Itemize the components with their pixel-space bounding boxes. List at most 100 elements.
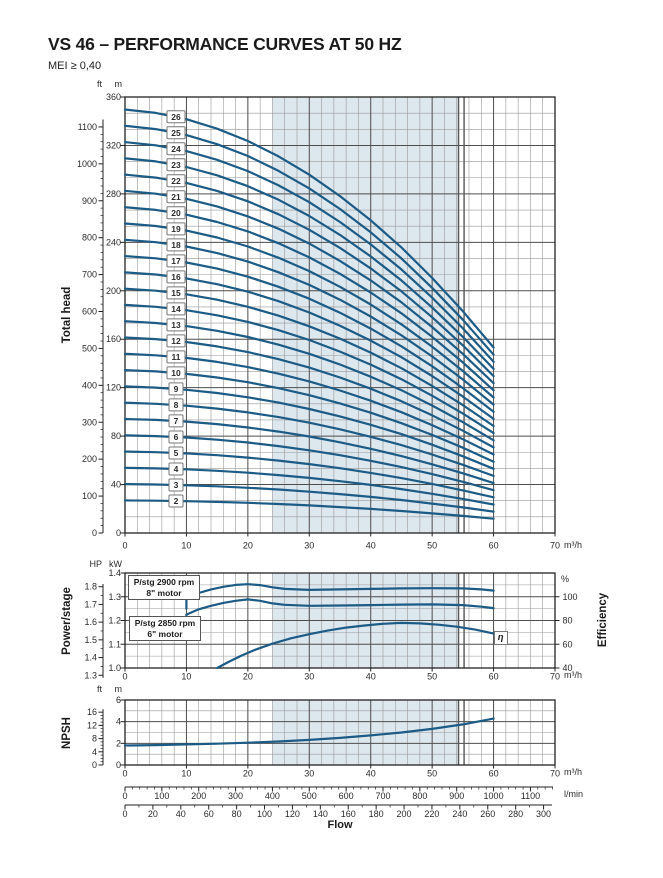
svg-text:1100: 1100 xyxy=(78,122,97,132)
svg-text:80: 80 xyxy=(111,431,121,441)
svg-text:20: 20 xyxy=(171,208,181,218)
efficiency-curve xyxy=(216,621,495,670)
svg-text:13: 13 xyxy=(171,320,181,330)
svg-text:800: 800 xyxy=(82,233,97,243)
svg-text:280: 280 xyxy=(508,809,523,819)
svg-text:1.6: 1.6 xyxy=(84,617,97,627)
svg-text:40: 40 xyxy=(366,672,376,682)
mei-subtitle: MEI ≥ 0,40 xyxy=(48,60,102,72)
svg-text:1.2: 1.2 xyxy=(108,616,121,626)
svg-text:60: 60 xyxy=(204,809,214,819)
svg-text:30: 30 xyxy=(304,541,314,551)
lmin-unit: l/min xyxy=(564,789,584,799)
flow-axis-title: Flow xyxy=(327,819,353,831)
stage-labels: 2345678910111213141516171819202122232425… xyxy=(166,110,186,508)
svg-text:25: 25 xyxy=(171,128,181,138)
svg-text:20: 20 xyxy=(243,769,253,779)
npsh-m3h-unit: m³/h xyxy=(564,767,582,777)
svg-text:200: 200 xyxy=(106,286,121,296)
svg-text:1.0: 1.0 xyxy=(108,663,121,673)
svg-text:1100: 1100 xyxy=(521,791,540,801)
svg-text:70: 70 xyxy=(550,672,560,682)
svg-text:19: 19 xyxy=(171,224,181,234)
svg-text:50: 50 xyxy=(427,769,437,779)
svg-text:300: 300 xyxy=(228,791,243,801)
svg-text:200: 200 xyxy=(82,454,97,464)
power_per_stage_and_efficiency-x-ticks: 0 10 20 30 40 50 60 70 xyxy=(122,668,560,682)
svg-text:6: 6 xyxy=(116,695,121,705)
svg-text:0: 0 xyxy=(116,528,121,538)
svg-text:6: 6 xyxy=(174,432,179,442)
flow-gpm-scale: 0 20 40 60 80 100 120 140 160 180 200 220 240 260 280 3… xyxy=(122,804,552,819)
svg-text:10: 10 xyxy=(171,368,181,378)
svg-text:220: 220 xyxy=(424,809,439,819)
svg-text:20: 20 xyxy=(243,541,253,551)
svg-text:900: 900 xyxy=(449,791,464,801)
stage-curves xyxy=(123,108,495,520)
npsh-y-axis: 0 2 4 6 0 4 8 12 16 xyxy=(87,695,125,770)
svg-text:20: 20 xyxy=(148,809,158,819)
svg-text:10: 10 xyxy=(181,672,191,682)
svg-text:700: 700 xyxy=(375,791,390,801)
svg-text:40: 40 xyxy=(366,769,376,779)
svg-text:50: 50 xyxy=(427,672,437,682)
motor-label-2850rpm-line2: 6" motor xyxy=(147,628,183,639)
svg-text:400: 400 xyxy=(265,791,280,801)
head-m-unit: m xyxy=(114,79,123,89)
svg-text:40: 40 xyxy=(563,663,573,673)
svg-text:0: 0 xyxy=(122,769,127,779)
svg-text:600: 600 xyxy=(82,307,97,317)
power-kw-unit: kW xyxy=(109,559,122,569)
head-m3h-unit: m³/h xyxy=(564,540,582,550)
svg-text:9: 9 xyxy=(174,384,179,394)
page-title: VS 46 – PERFORMANCE CURVES AT 50 HZ xyxy=(48,34,402,54)
svg-text:30: 30 xyxy=(304,672,314,682)
svg-text:1.7: 1.7 xyxy=(84,599,97,609)
svg-text:1.8: 1.8 xyxy=(84,582,97,592)
svg-text:10: 10 xyxy=(181,541,191,551)
svg-text:24: 24 xyxy=(171,144,181,154)
svg-text:280: 280 xyxy=(106,189,121,199)
svg-text:4: 4 xyxy=(174,464,179,474)
svg-text:7: 7 xyxy=(174,416,179,426)
svg-text:22: 22 xyxy=(171,176,181,186)
svg-text:17: 17 xyxy=(171,256,181,266)
svg-text:160: 160 xyxy=(341,809,356,819)
svg-text:4: 4 xyxy=(116,717,121,727)
svg-text:23: 23 xyxy=(171,160,181,170)
total_head-x-ticks: 0 10 20 30 40 50 60 70 xyxy=(122,533,560,551)
svg-text:120: 120 xyxy=(106,383,121,393)
svg-text:240: 240 xyxy=(452,809,467,819)
motor-label-2900rpm-line1: P/stg 2900 rpm xyxy=(133,577,195,587)
svg-text:14: 14 xyxy=(171,304,181,314)
svg-text:1.4: 1.4 xyxy=(84,653,97,663)
efficiency-eta-marker: η xyxy=(493,630,508,645)
power-hp-unit: HP xyxy=(89,559,102,569)
npsh-grid-minor xyxy=(125,700,555,765)
svg-text:900: 900 xyxy=(82,196,97,206)
svg-text:200: 200 xyxy=(397,809,412,819)
svg-text:2: 2 xyxy=(116,738,121,748)
svg-text:80: 80 xyxy=(232,809,242,819)
total-head-chart: 2345678910111213141516171819202122232425… xyxy=(77,92,560,551)
svg-text:100: 100 xyxy=(82,491,97,501)
head-ft-unit: ft xyxy=(96,79,102,89)
svg-text:180: 180 xyxy=(369,809,384,819)
svg-text:50: 50 xyxy=(427,541,437,551)
svg-text:40: 40 xyxy=(176,809,186,819)
svg-text:15: 15 xyxy=(171,288,181,298)
svg-text:8: 8 xyxy=(174,400,179,410)
svg-text:0: 0 xyxy=(92,760,97,770)
svg-text:100: 100 xyxy=(257,809,272,819)
svg-text:1000: 1000 xyxy=(77,159,97,169)
svg-text:0: 0 xyxy=(122,541,127,551)
svg-text:320: 320 xyxy=(106,140,121,150)
svg-text:11: 11 xyxy=(172,352,181,362)
svg-text:18: 18 xyxy=(171,240,181,250)
svg-text:40: 40 xyxy=(366,541,376,551)
svg-text:700: 700 xyxy=(82,270,97,280)
svg-text:21: 21 xyxy=(171,192,181,202)
svg-text:0: 0 xyxy=(116,760,121,770)
svg-text:12: 12 xyxy=(87,720,97,730)
svg-text:0: 0 xyxy=(122,809,127,819)
